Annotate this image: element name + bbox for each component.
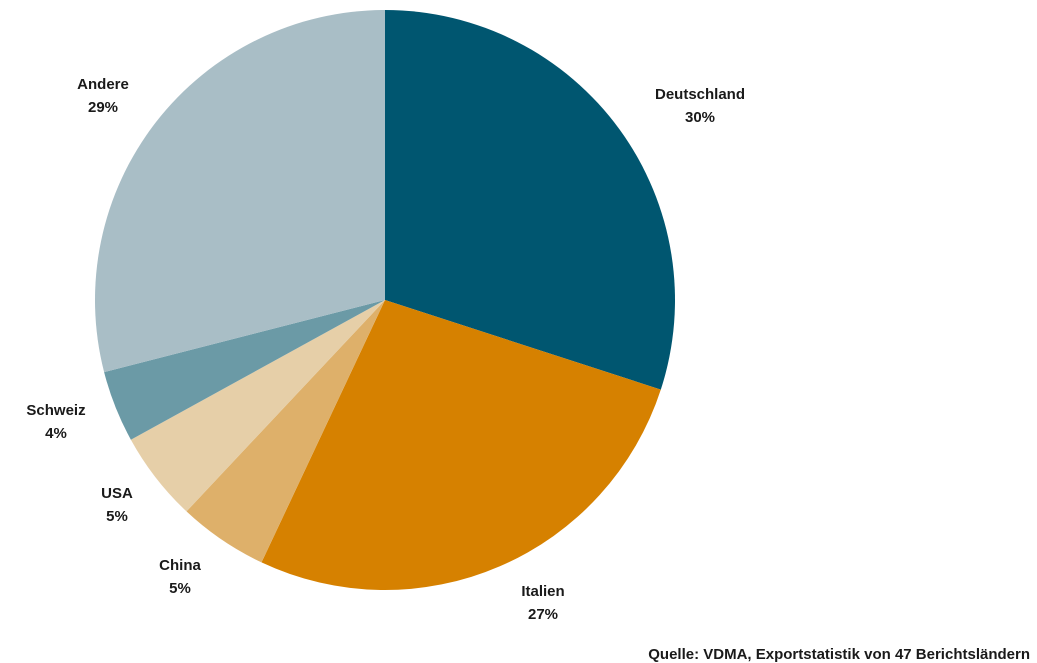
pie-slice — [186, 300, 385, 563]
slice-value: 29% — [88, 99, 118, 116]
pie-slice — [385, 10, 675, 390]
pie-slice — [104, 300, 385, 440]
slice-label: USA — [101, 485, 133, 502]
source-note: Quelle: VDMA, Exportstatistik von 47 Ber… — [648, 646, 1030, 663]
slice-label: China — [159, 557, 201, 574]
slice-label: Italien — [521, 583, 564, 600]
pie-slice — [130, 300, 385, 512]
slice-value: 4% — [45, 425, 67, 442]
slice-value: 5% — [169, 580, 191, 597]
slice-label: Andere — [77, 76, 129, 93]
slice-value: 5% — [106, 508, 128, 525]
slice-label: Deutschland — [655, 86, 745, 103]
pie-slice — [261, 300, 661, 590]
slice-value: 27% — [528, 606, 558, 623]
pie-slice — [95, 10, 385, 373]
slice-value: 30% — [685, 109, 715, 126]
slice-label: Schweiz — [26, 402, 85, 419]
